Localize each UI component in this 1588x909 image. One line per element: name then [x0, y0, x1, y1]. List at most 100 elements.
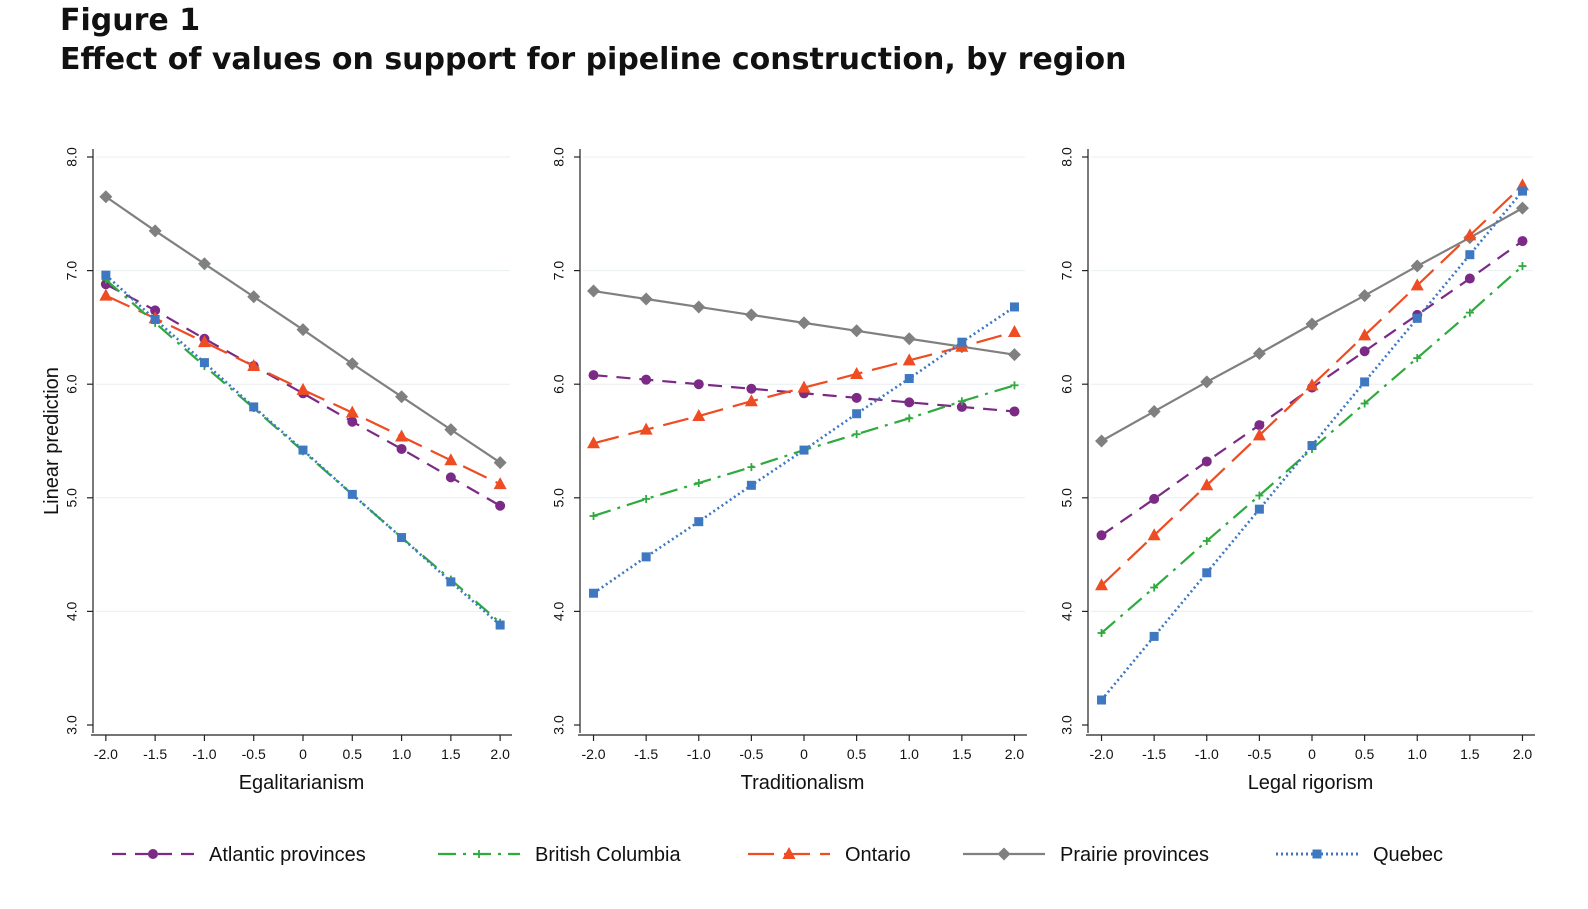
panel-3-y-tick-label: 8.0: [1059, 147, 1075, 167]
panel-3-y-tick-label: 5.0: [1059, 488, 1075, 508]
panel-3-point-atlantic-provinces: [1149, 493, 1160, 504]
panel-1-point-prairie-provinces: [493, 456, 507, 470]
panel-2-y-tick-label: 8.0: [551, 147, 567, 167]
panel-3-point-prairie-provinces: [1095, 434, 1109, 448]
panel-1-y-tick-label: 3.0: [64, 715, 80, 735]
panel-2-point-ontario: [797, 380, 811, 393]
panel-2-point-atlantic-provinces: [588, 370, 599, 381]
panel-2-point-ontario: [902, 353, 916, 366]
panel-1-point-prairie-provinces: [148, 224, 162, 238]
panel-2-x-tick-label: 0: [800, 746, 808, 762]
panel-3-point-quebec: [1097, 695, 1107, 705]
panel-2-y-tick-label: 5.0: [551, 488, 567, 508]
panel-2-x-tick-label: 1.0: [900, 746, 920, 762]
legend-label-atlantic-provinces: Atlantic provinces: [209, 844, 366, 866]
panel-3-point-prairie-provinces: [1147, 404, 1161, 418]
panel-1-x-tick-label: 0: [299, 746, 307, 762]
panel-2-x-tick-label: -0.5: [739, 746, 763, 762]
panel-2-point-quebec: [1009, 302, 1019, 312]
panel-1-point-quebec: [446, 577, 456, 587]
panel-2-y-tick-label: 6.0: [551, 374, 567, 394]
panel-3-point-ontario: [1410, 278, 1424, 291]
legend-marker-prairie-provinces: [997, 847, 1011, 861]
panel-1-x-tick-label: 0.5: [343, 746, 363, 762]
panel-3-x-tick-label: -1.0: [1195, 746, 1219, 762]
panel-1-x-tick-label: 1.0: [392, 746, 412, 762]
panel-2-x-tick-label: 0.5: [847, 746, 867, 762]
panel-2-x-tick-label: -2.0: [581, 746, 605, 762]
panel-1-x-tick-label: -2.0: [94, 746, 118, 762]
panel-2-y-tick-label: 3.0: [551, 715, 567, 735]
panel-2-point-quebec: [746, 480, 756, 490]
panel-2-point-atlantic-provinces: [904, 397, 915, 408]
legend-label-ontario: Ontario: [845, 844, 911, 866]
panel-1-point-prairie-provinces: [197, 257, 211, 271]
panel-1-point-quebec: [101, 270, 111, 280]
panel-1-x-tick-label: 2.0: [490, 746, 510, 762]
panel-2-point-prairie-provinces: [1007, 348, 1021, 362]
panel-3-point-ontario: [1463, 228, 1477, 241]
panel-1-point-atlantic-provinces: [150, 305, 161, 316]
panel-1-y-axis-label: Linear prediction: [41, 367, 63, 515]
panel-2-point-prairie-provinces: [639, 292, 653, 306]
panel-1-point-ontario: [444, 453, 458, 466]
panel-1-point-atlantic-provinces: [445, 472, 456, 483]
panel-2-point-ontario: [1007, 324, 1021, 337]
panel-1-y-tick-label: 5.0: [64, 488, 80, 508]
panel-2-point-quebec: [957, 337, 967, 347]
panel-2-point-quebec: [589, 588, 599, 598]
panel-1-point-ontario: [395, 429, 409, 442]
panel-1-point-prairie-provinces: [395, 390, 409, 404]
panel-3-x-tick-label: -1.5: [1142, 746, 1166, 762]
panel-2-x-axis-label: Traditionalism: [741, 772, 865, 794]
panel-2-point-prairie-provinces: [692, 300, 706, 314]
legend-label-quebec: Quebec: [1373, 844, 1443, 866]
panel-1-point-prairie-provinces: [444, 423, 458, 437]
panel-3-series-british-columbia: [1100, 265, 1524, 634]
legend-marker-ontario: [782, 847, 796, 859]
panel-3-point-atlantic-provinces: [1254, 420, 1265, 431]
panel-1-point-prairie-provinces: [99, 190, 113, 204]
panel-1-point-quebec: [150, 314, 160, 324]
panel-1-point-atlantic-provinces: [396, 443, 407, 454]
panel-3-point-prairie-provinces: [1252, 347, 1266, 361]
panel-3-point-ontario: [1147, 528, 1161, 541]
panel-3-x-axis-label: Legal rigorism: [1248, 772, 1374, 794]
legend-label-british-columbia: British Columbia: [535, 844, 681, 866]
panel-1-point-quebec: [495, 620, 505, 630]
panel-1-x-tick-label: 1.5: [441, 746, 461, 762]
panel-2-point-atlantic-provinces: [1009, 406, 1020, 417]
panel-1-x-tick-label: -1.5: [143, 746, 167, 762]
panel-1-point-atlantic-provinces: [495, 500, 506, 511]
panel-1-point-prairie-provinces: [247, 290, 261, 304]
panel-2-point-ontario: [692, 409, 706, 422]
panel-3-point-prairie-provinces: [1358, 289, 1372, 303]
panel-2-point-prairie-provinces: [744, 308, 758, 322]
panel-1-point-prairie-provinces: [345, 357, 359, 371]
panel-3-point-quebec: [1465, 250, 1475, 260]
panel-1-point-atlantic-provinces: [347, 416, 358, 427]
panel-3-point-ontario: [1358, 328, 1372, 341]
panel-3-y-tick-label: 7.0: [1059, 261, 1075, 281]
panel-3-point-ontario: [1305, 378, 1319, 391]
panel-2-point-atlantic-provinces: [956, 401, 967, 412]
legend-marker-quebec: [1312, 849, 1322, 859]
panel-3-x-tick-label: 0.5: [1355, 746, 1375, 762]
panel-1-point-ontario: [296, 382, 310, 395]
panel-3-point-ontario: [1095, 578, 1109, 591]
panel-3-point-quebec: [1254, 504, 1264, 514]
panel-1-x-axis-label: Egalitarianism: [239, 772, 365, 794]
panel-1-point-quebec: [397, 533, 407, 543]
panel-3-point-quebec: [1202, 568, 1212, 578]
panel-2-series-quebec: [592, 305, 1016, 595]
panel-1-x-tick-label: -1.0: [192, 746, 216, 762]
panel-1-y-tick-label: 6.0: [64, 374, 80, 394]
panel-3-point-quebec: [1307, 441, 1317, 451]
panel-3-point-quebec: [1360, 377, 1370, 387]
panel-1-point-quebec: [249, 402, 259, 412]
panel-1-point-quebec: [347, 489, 357, 499]
panel-2-x-tick-label: 1.5: [952, 746, 972, 762]
panel-1-point-prairie-provinces: [296, 323, 310, 337]
panel-1-series-atlantic-provinces: [105, 283, 501, 507]
panel-1-point-ontario: [345, 405, 359, 418]
